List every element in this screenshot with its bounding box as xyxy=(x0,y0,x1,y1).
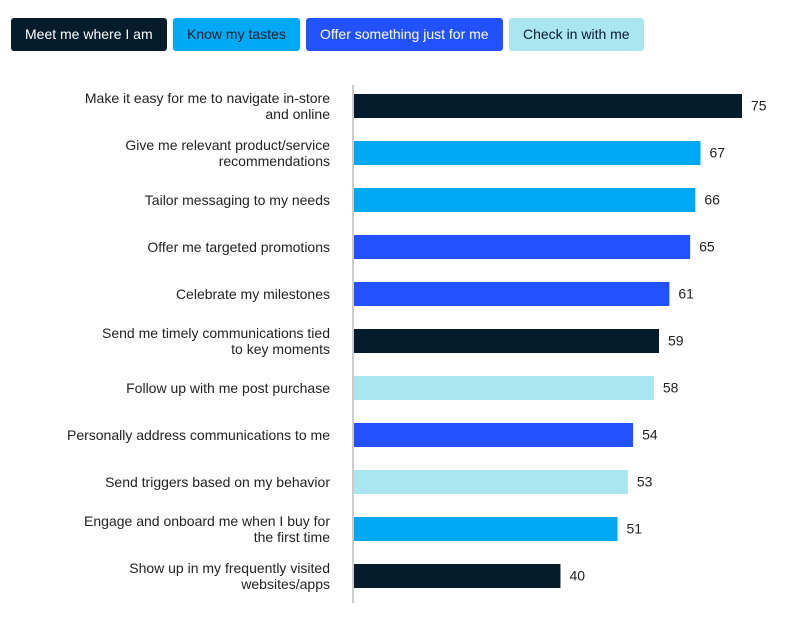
value-label: 61 xyxy=(678,286,694,302)
value-label: 54 xyxy=(642,427,658,443)
value-label: 59 xyxy=(668,333,684,349)
category-label: Follow up with me post purchase xyxy=(126,380,330,396)
bar xyxy=(354,282,670,306)
legend-button[interactable]: Check in with me xyxy=(509,18,644,51)
value-label: 53 xyxy=(637,474,653,490)
category-label: Offer me targeted promotions xyxy=(147,239,330,255)
category-label: Send me timely communications tied to ke… xyxy=(102,325,330,357)
bar xyxy=(354,329,660,353)
category-label: Tailor messaging to my needs xyxy=(144,192,330,208)
bar xyxy=(354,564,561,588)
value-label: 75 xyxy=(751,98,767,114)
value-label: 58 xyxy=(663,380,679,396)
legend-button[interactable]: Know my tastes xyxy=(173,18,300,51)
category-label: Celebrate my milestones xyxy=(175,286,330,302)
bar xyxy=(354,517,618,541)
bar xyxy=(354,376,654,400)
category-label: Engage and onboard me when I buy for the… xyxy=(84,513,330,545)
value-label: 51 xyxy=(627,521,643,537)
legend-button[interactable]: Offer something just for me xyxy=(306,18,503,51)
category-label: Make it easy for me to navigate in-store… xyxy=(84,90,330,122)
category-label: Send triggers based on my behavior xyxy=(105,474,330,490)
value-label: 67 xyxy=(710,145,726,161)
legend-button[interactable]: Meet me where I am xyxy=(11,18,167,51)
bar xyxy=(354,470,628,494)
bar xyxy=(354,94,742,118)
value-label: 40 xyxy=(569,568,585,584)
bar xyxy=(354,141,701,165)
value-label: 66 xyxy=(704,192,720,208)
value-label: 65 xyxy=(699,239,715,255)
category-label: Give me relevant product/service recomme… xyxy=(125,137,330,169)
category-label: Show up in my frequently visited website… xyxy=(129,560,330,592)
bar xyxy=(354,188,696,212)
category-label: Personally address communications to me xyxy=(66,427,330,443)
bar xyxy=(354,235,691,259)
bar xyxy=(354,423,634,447)
